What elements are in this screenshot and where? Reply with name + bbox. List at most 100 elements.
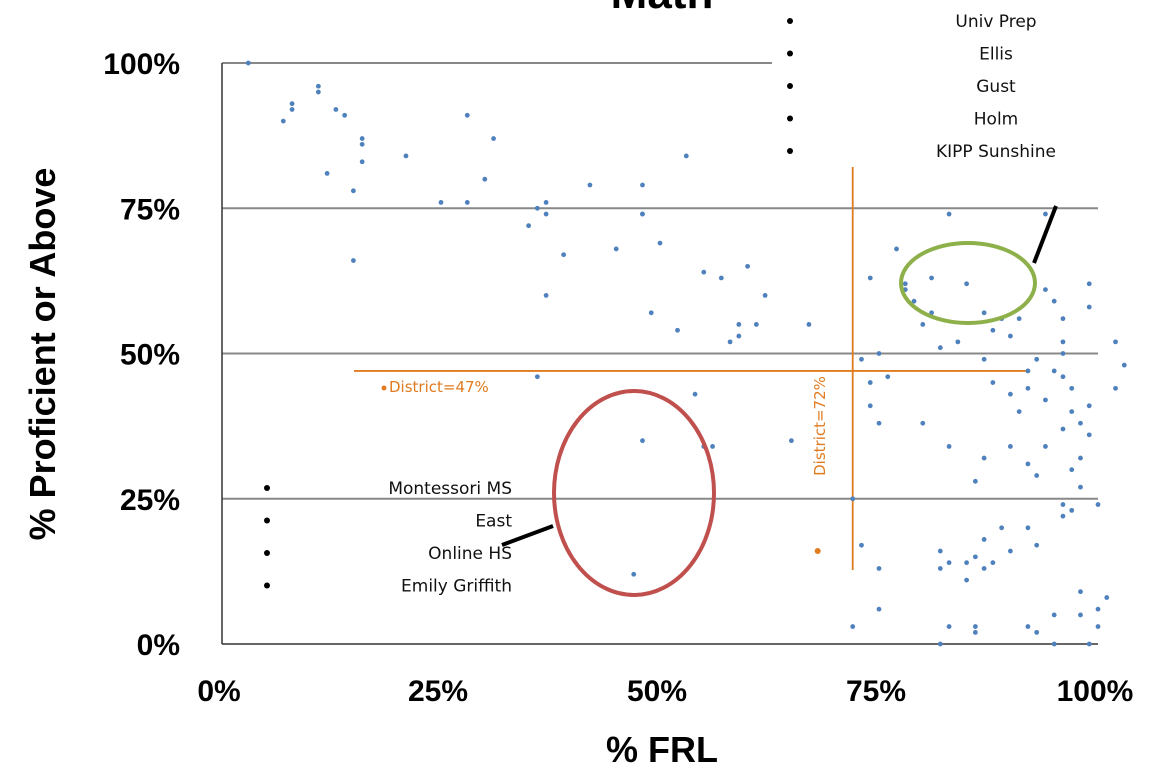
data-point xyxy=(491,136,496,141)
data-point xyxy=(1086,641,1092,647)
data-point xyxy=(736,322,742,327)
data-point xyxy=(946,211,952,217)
data-point xyxy=(937,345,943,351)
data-point xyxy=(753,322,759,327)
data-point xyxy=(359,159,365,165)
y-tick-label: 100% xyxy=(103,48,180,81)
data-point xyxy=(1113,385,1118,391)
list-bullet xyxy=(787,148,793,154)
x-tick-labels: 0% 25% 50% 75% 100% xyxy=(197,675,1133,708)
top-list-item: Ellis xyxy=(979,45,1013,65)
data-point xyxy=(1060,316,1066,322)
data-point xyxy=(946,624,952,629)
x-tick-label: 0% xyxy=(197,675,240,708)
data-point xyxy=(736,333,742,339)
data-point xyxy=(1051,368,1057,374)
data-point xyxy=(289,101,295,107)
grid-lines xyxy=(221,62,1098,645)
y-tick-label: 25% xyxy=(120,484,180,517)
data-point xyxy=(867,275,873,281)
data-point xyxy=(876,351,882,356)
data-point xyxy=(1086,403,1092,409)
list-bullet xyxy=(787,18,793,24)
top-school-list: Univ Prep Ellis Gust Holm KIPP Sunshine xyxy=(787,12,1056,162)
data-point xyxy=(289,107,295,112)
data-point xyxy=(920,322,926,327)
data-point xyxy=(1043,444,1048,449)
data-point xyxy=(762,293,768,298)
data-point xyxy=(1025,368,1031,374)
data-point xyxy=(1016,316,1022,322)
data-point xyxy=(806,322,812,327)
data-point xyxy=(1069,385,1075,391)
data-point xyxy=(981,537,987,542)
data-point xyxy=(1025,624,1031,629)
list-bullet xyxy=(264,517,270,524)
data-point xyxy=(990,560,996,566)
data-point xyxy=(1078,455,1083,461)
data-point xyxy=(789,438,794,444)
top-list-item: KIPP Sunshine xyxy=(936,142,1056,162)
data-point xyxy=(640,438,645,444)
top-list-item: Univ Prep xyxy=(955,12,1036,32)
list-bullet xyxy=(264,485,270,491)
green-pointer-line xyxy=(1032,205,1058,264)
green-ellipse xyxy=(899,241,1037,325)
data-point xyxy=(1078,484,1083,490)
district-x-label: District=72% xyxy=(811,376,829,476)
data-point xyxy=(972,629,978,635)
data-point xyxy=(464,200,470,205)
data-points xyxy=(245,60,1127,647)
data-point xyxy=(403,153,409,159)
district-label-bullet xyxy=(381,385,387,391)
y-tick-label: 0% xyxy=(137,629,180,662)
bottom-list-item: Emily Griffith xyxy=(401,577,512,597)
data-point xyxy=(964,577,969,583)
data-point xyxy=(1025,461,1031,467)
data-point xyxy=(1051,641,1057,647)
data-point xyxy=(1043,397,1048,403)
data-point xyxy=(1078,420,1083,426)
data-point xyxy=(981,566,987,571)
data-point xyxy=(543,200,549,205)
data-point xyxy=(315,89,321,95)
data-point xyxy=(937,566,943,571)
district-marker xyxy=(814,548,821,555)
data-point xyxy=(1104,595,1110,600)
data-point xyxy=(946,444,952,449)
data-point xyxy=(534,205,540,211)
data-point xyxy=(1008,333,1013,339)
data-point xyxy=(859,356,864,362)
data-point xyxy=(1060,502,1066,507)
data-point xyxy=(1060,374,1066,380)
data-point xyxy=(1060,351,1066,356)
data-point xyxy=(867,380,873,385)
bottom-school-list: Montessori MS East Online HS Emily Griffith xyxy=(264,479,512,597)
data-point xyxy=(280,118,286,124)
bottom-list-item: East xyxy=(475,512,512,532)
data-point xyxy=(464,112,470,118)
data-point xyxy=(1043,211,1048,217)
data-point xyxy=(351,258,356,263)
data-point xyxy=(850,624,856,629)
data-point xyxy=(245,60,251,66)
data-point xyxy=(1060,426,1066,432)
data-point xyxy=(981,356,987,362)
y-tick-labels: 0% 25% 50% 75% 100% xyxy=(103,48,180,662)
data-point xyxy=(876,566,882,571)
chart-title: Math xyxy=(611,0,714,18)
list-bullet xyxy=(787,83,793,89)
data-point xyxy=(333,107,339,112)
data-point xyxy=(1078,589,1083,595)
bottom-list-item: Online HS xyxy=(428,544,512,564)
data-point xyxy=(981,310,987,316)
data-point xyxy=(543,293,549,298)
data-point xyxy=(359,141,365,147)
data-point xyxy=(981,455,987,461)
list-bullet xyxy=(264,550,270,556)
data-point xyxy=(1034,629,1040,635)
data-point xyxy=(911,298,917,304)
data-point xyxy=(1086,432,1092,438)
data-point xyxy=(534,374,540,380)
data-point xyxy=(315,83,321,89)
